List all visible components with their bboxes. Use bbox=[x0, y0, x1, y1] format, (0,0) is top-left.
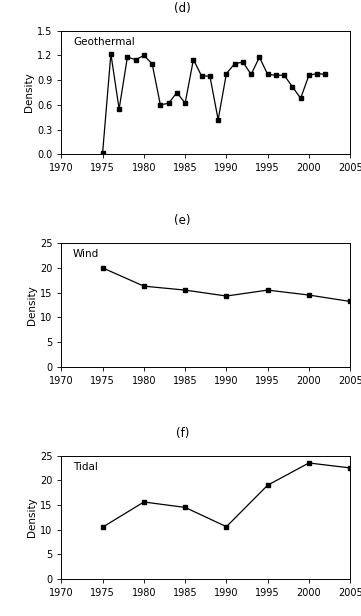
Text: Tidal: Tidal bbox=[73, 462, 98, 472]
Text: (d): (d) bbox=[174, 2, 191, 15]
Text: Geothermal: Geothermal bbox=[73, 37, 135, 47]
Y-axis label: Density: Density bbox=[27, 498, 37, 537]
Y-axis label: Density: Density bbox=[24, 73, 34, 112]
Text: Wind: Wind bbox=[73, 249, 99, 259]
Text: (e): (e) bbox=[174, 214, 191, 227]
Y-axis label: Density: Density bbox=[27, 285, 37, 325]
Text: (f): (f) bbox=[176, 426, 190, 439]
